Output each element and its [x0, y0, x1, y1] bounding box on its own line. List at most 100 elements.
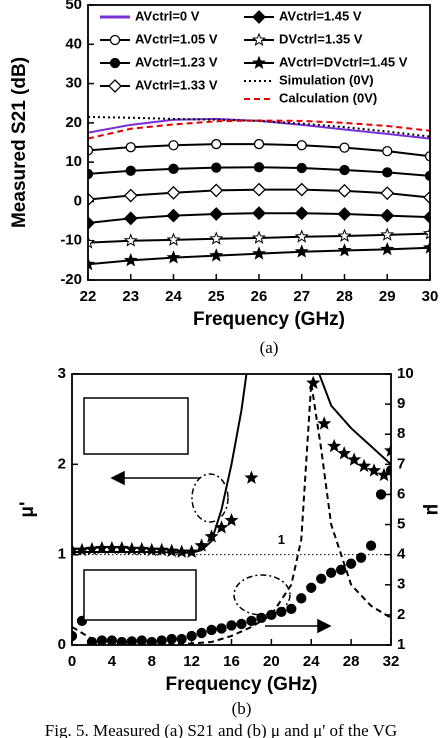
marker — [296, 593, 307, 604]
marker — [326, 567, 337, 578]
marker — [174, 544, 189, 558]
marker — [123, 188, 138, 203]
marker — [251, 230, 267, 244]
legend-label: Simulation (0V) — [279, 72, 374, 87]
marker — [166, 208, 181, 223]
marker — [74, 542, 89, 557]
y2-tick-label: 9 — [397, 395, 405, 412]
marker — [226, 620, 237, 631]
x-axis-title: Frequency (GHz) — [165, 674, 317, 695]
marker — [367, 463, 382, 477]
marker — [365, 540, 377, 551]
marker — [209, 207, 224, 221]
x-tick-label: 25 — [208, 288, 225, 305]
x-tick-label: 22 — [80, 288, 97, 305]
plot-frame — [71, 373, 392, 646]
marker — [385, 465, 391, 476]
legend-label: AVctrl=1.33 V — [135, 77, 218, 92]
marker — [224, 512, 239, 527]
x-tick-label: 29 — [379, 288, 396, 305]
marker — [166, 633, 177, 645]
marker — [383, 443, 391, 457]
plot-area — [72, 374, 391, 645]
marker — [125, 142, 136, 153]
marker — [294, 244, 309, 258]
x-tick-label: 28 — [336, 288, 353, 305]
marker — [123, 252, 138, 267]
x-tick-label: 0 — [68, 653, 76, 670]
marker — [316, 573, 327, 584]
marker — [422, 240, 430, 254]
marker — [72, 630, 78, 642]
marker — [88, 192, 95, 207]
marker — [123, 233, 138, 247]
x-tick-label: 20 — [263, 653, 280, 670]
marker — [276, 606, 287, 618]
y-tick-label: 3 — [58, 365, 66, 382]
marker — [126, 636, 137, 645]
marker — [422, 226, 430, 240]
x-tick-label: 32 — [383, 653, 400, 670]
marker — [339, 164, 350, 176]
marker — [88, 235, 96, 249]
marker — [337, 207, 352, 221]
x-tick-label: 26 — [251, 288, 268, 305]
marker — [184, 544, 199, 558]
marker — [164, 543, 179, 558]
marker — [357, 458, 372, 473]
marker — [168, 140, 179, 151]
marker — [306, 375, 321, 390]
marker — [109, 57, 121, 69]
arrow-head — [110, 470, 125, 486]
x-tick-label: 16 — [223, 653, 240, 670]
y-tick-label: 10 — [65, 153, 82, 170]
marker — [114, 540, 129, 555]
legend-label: AVctrl=1.45 V — [279, 8, 362, 23]
marker — [253, 138, 265, 150]
marker — [186, 630, 197, 642]
marker — [375, 489, 387, 500]
marker — [347, 452, 362, 466]
marker — [251, 32, 267, 46]
x-tick-label: 28 — [343, 653, 360, 670]
callout — [233, 574, 291, 616]
marker — [168, 163, 179, 174]
y-tick-label: -10 — [60, 232, 82, 249]
plot-frame — [87, 4, 431, 281]
marker — [88, 216, 95, 230]
legend-label: Calculation (0V) — [279, 90, 377, 105]
y2-tick-label: 8 — [397, 425, 405, 442]
marker — [252, 10, 266, 24]
y-tick-label: 2 — [58, 455, 66, 472]
marker — [294, 206, 309, 221]
x-tick-label: 24 — [303, 653, 320, 670]
marker — [294, 182, 309, 197]
marker — [206, 624, 217, 636]
x-tick-label: 23 — [122, 288, 139, 305]
marker — [327, 438, 342, 453]
marker — [123, 211, 138, 226]
marker — [216, 623, 227, 634]
marker — [424, 170, 430, 182]
x-tick-label: 4 — [108, 653, 117, 670]
marker — [251, 246, 267, 260]
marker — [196, 627, 207, 639]
marker — [296, 140, 307, 151]
marker — [211, 138, 222, 150]
y2-tick-label: 4 — [397, 546, 406, 563]
legend-label: AVctrl=DVctrl=1.45 V — [279, 54, 408, 69]
marker — [294, 229, 309, 243]
marker — [253, 162, 265, 173]
marker — [286, 603, 297, 615]
marker — [336, 564, 347, 575]
marker — [337, 243, 352, 257]
marker — [380, 241, 395, 256]
x-tick-label: 8 — [148, 653, 156, 670]
chart-caption: (b) — [232, 699, 252, 718]
y-tick-label: 50 — [65, 0, 82, 13]
y-tick-label: 20 — [65, 114, 82, 131]
y2-axis-title: μ — [422, 504, 442, 516]
x-tick-label: 12 — [183, 653, 200, 670]
marker — [337, 183, 352, 198]
